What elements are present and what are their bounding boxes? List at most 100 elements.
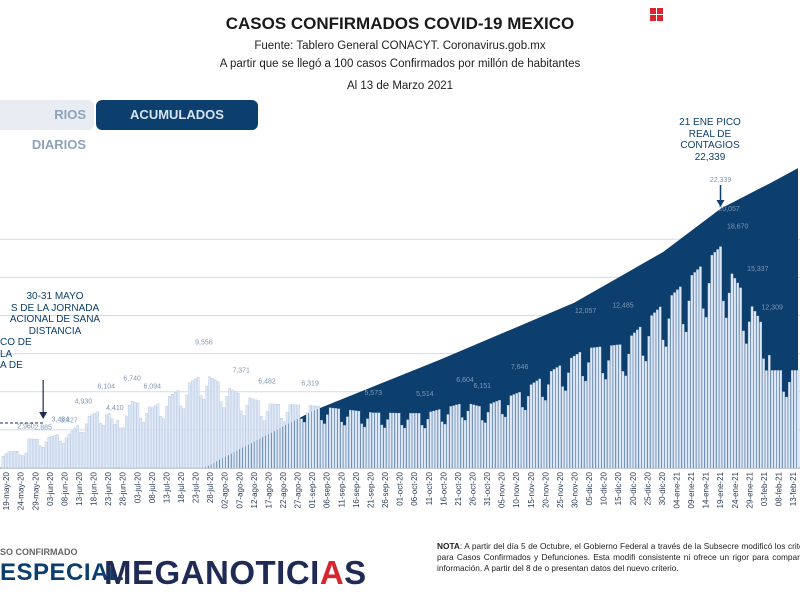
x-tick-label: 21-oct-20 [454,471,463,505]
daily-bar [354,410,358,469]
daily-bar [429,411,432,469]
daily-bar [380,424,384,469]
daily-bar [564,390,567,469]
daily-bar [567,372,570,469]
data-label: 18,670 [727,224,749,231]
daily-bar [745,343,748,469]
daily-bar [506,405,510,469]
x-tick-label: 10-nov-20 [512,471,521,508]
daily-bar [400,424,404,469]
daily-bar [610,345,613,469]
daily-bar [62,442,65,469]
daily-bar [658,306,662,469]
tab-acumulados[interactable]: ACUMULADOS [96,100,258,130]
data-label: 3,484 [52,417,70,424]
daily-bar [219,401,223,469]
daily-bar [544,400,547,469]
daily-bar [687,300,691,469]
daily-bar [435,410,438,469]
daily-bar [53,435,56,469]
annotation-mayo-line: DISTANCIA [28,325,82,337]
x-tick-label: 19-may-20 [2,471,11,510]
daily-bar [16,451,19,469]
daily-bar [707,283,711,469]
daily-bar [788,381,791,469]
data-label: 12,485 [612,302,634,309]
daily-bar [481,420,484,469]
data-label: 6,319 [301,381,319,388]
daily-bar [268,403,272,469]
daily-bar [515,393,519,469]
x-tick-label: 15-dic-20 [614,471,623,505]
daily-bar [713,252,717,469]
daily-bar [271,403,275,469]
daily-bar [773,370,777,469]
daily-bar [478,406,481,469]
daily-bar [489,403,493,469]
daily-bar [472,404,475,469]
x-tick-label: 20-nov-20 [541,471,550,508]
daily-bar [79,432,82,469]
daily-bar [595,347,599,469]
daily-bar [607,360,610,469]
daily-bar [122,427,125,469]
daily-bar [555,367,559,469]
daily-bar [96,411,99,469]
annotation-sana-distancia: 30-31 MAYO S DE LA JORNADA ACIONAL DE SA… [0,291,110,372]
data-label: 15,337 [747,266,769,273]
daily-bar [363,426,366,469]
tab-casos-diarios[interactable]: RIOS DIARIOS [0,100,94,152]
daily-bar [153,405,157,469]
data-label: 6,151 [474,383,492,390]
daily-bar [699,266,702,469]
x-tick-label: 28-jul-20 [206,471,215,503]
data-label: 7,371 [232,367,250,374]
daily-bar [518,392,521,469]
daily-bar [285,411,289,469]
daily-bar [145,413,148,469]
daily-bar [274,403,277,469]
daily-bar [785,396,788,469]
daily-bar [650,315,653,469]
daily-bar [724,317,728,469]
x-tick-label: 13-jun-20 [75,471,84,505]
daily-bar [239,410,243,469]
daily-bar [231,389,234,469]
daily-bar [670,295,673,469]
daily-bar [257,400,260,469]
daily-bar [656,309,659,469]
daily-bar [277,404,280,469]
daily-bar [486,412,490,469]
daily-bar [320,420,323,469]
daily-bar [710,255,714,469]
daily-bar [524,409,527,469]
daily-bar [460,417,464,469]
daily-bar [326,414,329,469]
daily-bar [82,432,85,469]
daily-bar [386,419,389,469]
daily-bar [194,378,197,469]
x-tick-label: 12-ago-20 [250,471,259,508]
daily-bar [575,354,579,469]
daily-bar [636,329,639,469]
daily-bar [621,371,625,469]
daily-bar [346,416,349,469]
daily-bar [572,355,576,469]
daily-bar [446,414,450,469]
x-tick-label: 31-oct-20 [483,471,492,505]
daily-bar [558,365,562,469]
daily-bar [547,384,550,469]
daily-bar [262,420,266,469]
daily-bar [423,428,427,469]
annotation-mayo-line: 30-31 MAYO [26,291,84,302]
x-tick-label: 25-nov-20 [556,471,565,508]
annotation-mayo-line: ACIONAL DE SANA [9,314,101,325]
daily-bar [521,407,524,469]
daily-bar [532,382,536,469]
annotation-peak-line: REAL DE [688,128,732,140]
daily-bar [225,396,229,469]
daily-bar [360,423,364,469]
annotation-peak-line: CONTAGIOS [680,140,740,151]
daily-bar [647,336,651,469]
